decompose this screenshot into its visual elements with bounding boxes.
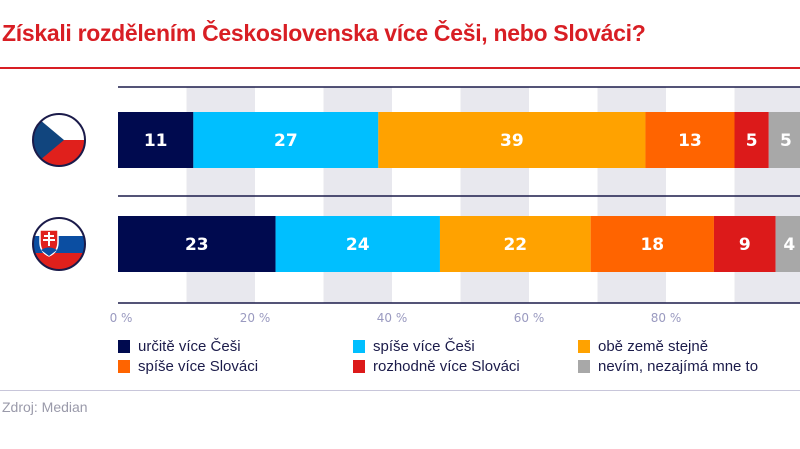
bar-segment (734, 112, 769, 168)
title-divider (0, 67, 800, 69)
bar-segment (193, 112, 379, 168)
legend-item: nevím, nezajímá mne to (578, 358, 758, 375)
bar-value-label: 39 (500, 131, 524, 151)
legend-swatch (118, 360, 130, 373)
x-tick-label: 20 % (240, 311, 271, 325)
bar-segment (118, 112, 194, 168)
legend-swatch (578, 360, 590, 373)
bar-segment (118, 216, 276, 272)
bar-value-label: 24 (346, 235, 370, 255)
bar-segment (645, 112, 735, 168)
bar-value-label: 13 (678, 131, 702, 151)
x-tick-label: 40 % (377, 311, 408, 325)
bar-segment (713, 216, 776, 272)
x-tick-label: 60 % (514, 311, 545, 325)
legend-swatch (353, 340, 365, 353)
stacked-bar-chart: 11 27 39 13 5 523 24 22 18 9 40 % 20 % 40 % 60 % 80 % (32, 86, 800, 325)
bar-value-label: 5 (746, 131, 758, 151)
source-note: Zdroj: Median (2, 399, 88, 415)
bar-segment (275, 216, 440, 272)
bar-value-label: 4 (783, 235, 795, 255)
flag-border (32, 217, 86, 271)
legend-label: nevím, nezajímá mne to (598, 358, 759, 375)
bar-value-label: 9 (739, 235, 751, 255)
bar-value-label: 11 (144, 131, 168, 151)
chart-title: Získali rozdělením Československa více Č… (2, 20, 646, 46)
x-tick-label: 0 % (110, 311, 133, 325)
legend-label: spíše více Češi (373, 338, 475, 355)
bar-segment (768, 112, 800, 168)
bar-value-label: 18 (640, 235, 664, 255)
legend-item: určitě více Češi (118, 338, 241, 355)
bar-segment (775, 216, 800, 272)
legend-swatch (578, 340, 590, 353)
legend-item: rozhodně více Slováci (353, 358, 520, 375)
x-tick-label: 80 % (651, 311, 682, 325)
footer-divider (0, 390, 800, 391)
legend-swatch (353, 360, 365, 373)
bar-segment (590, 216, 714, 272)
legend-item: spíše více Slováci (118, 358, 258, 375)
bar-value-label: 23 (185, 235, 209, 255)
bar-segment (378, 112, 646, 168)
legend-label: rozhodně více Slováci (373, 358, 520, 375)
legend-swatch (118, 340, 130, 353)
legend-item: spíše více Češi (353, 338, 475, 355)
bar-value-label: 27 (274, 131, 298, 151)
legend-label: určitě více Češi (138, 338, 241, 355)
legend-label: spíše více Slováci (138, 358, 259, 375)
bar-segment (439, 216, 591, 272)
legend-label: obě země stejně (598, 338, 709, 355)
bar-value-label: 5 (780, 131, 792, 151)
legend-item: obě země stejně (578, 338, 708, 355)
flag-border (32, 113, 86, 167)
bar-value-label: 22 (503, 235, 527, 255)
